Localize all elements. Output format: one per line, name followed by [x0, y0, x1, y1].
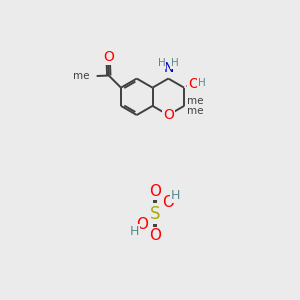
- Text: me: me: [187, 96, 203, 106]
- Text: O: O: [103, 50, 114, 64]
- Text: me: me: [187, 106, 203, 116]
- Text: S: S: [150, 205, 160, 223]
- Text: H: H: [171, 190, 181, 202]
- Text: me: me: [73, 71, 89, 81]
- Text: N: N: [163, 61, 173, 75]
- Text: H: H: [171, 58, 179, 68]
- Text: H: H: [158, 58, 165, 68]
- Text: O: O: [188, 77, 199, 91]
- Text: O: O: [162, 195, 174, 210]
- Text: O: O: [163, 108, 174, 122]
- Text: O: O: [136, 217, 148, 232]
- Text: H: H: [129, 224, 139, 238]
- Text: H: H: [198, 78, 206, 88]
- Text: O: O: [149, 228, 161, 243]
- Text: O: O: [149, 184, 161, 199]
